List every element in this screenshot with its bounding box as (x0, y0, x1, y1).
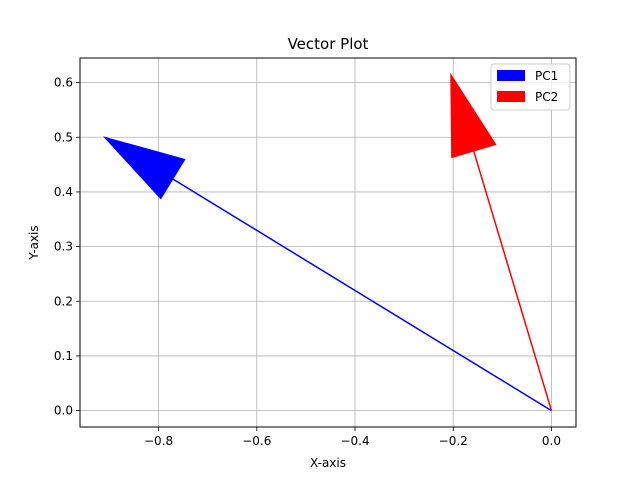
legend-swatch (497, 91, 525, 102)
y-tick-label: 0.5 (54, 130, 73, 144)
ticks: −0.8 −0.6 −0.4 −0.2 0.0 0.0 0.1 0.2 0.3 0.4 0.5 0.6 (54, 76, 561, 448)
x-tick-label: −0.4 (340, 434, 369, 448)
x-tick-label: −0.8 (144, 434, 173, 448)
legend-label: PC2 (535, 90, 558, 104)
vector-pc2 (450, 72, 553, 411)
vector-pc1 (103, 136, 552, 412)
y-tick-label: 0.2 (54, 294, 73, 308)
vector-arrowhead (450, 72, 497, 159)
vector-shaft (172, 178, 552, 412)
x-tick-label: −0.6 (242, 434, 271, 448)
y-tick-label: 0.4 (54, 185, 73, 199)
y-tick-label: 0.0 (54, 404, 73, 418)
y-tick-label: 0.3 (54, 240, 73, 254)
x-tick-label: −0.2 (439, 434, 468, 448)
vector-arrowhead (103, 136, 186, 200)
x-tick-label: 0.0 (542, 434, 561, 448)
legend-items: PC1 PC2 (497, 69, 558, 104)
y-tick-label: 0.6 (54, 76, 73, 90)
data-layer (103, 72, 553, 412)
axes-frame (79, 57, 577, 428)
legend: PC1 PC2 (490, 63, 571, 111)
y-tick-label: 0.1 (54, 349, 73, 363)
chart-title: Vector Plot (288, 35, 369, 53)
legend-label: PC1 (535, 69, 558, 83)
grid (80, 58, 576, 427)
legend-swatch (497, 70, 525, 81)
vector-shaft (473, 150, 553, 411)
y-axis-label: Y-axis (27, 225, 41, 260)
x-axis-label: X-axis (310, 456, 346, 470)
